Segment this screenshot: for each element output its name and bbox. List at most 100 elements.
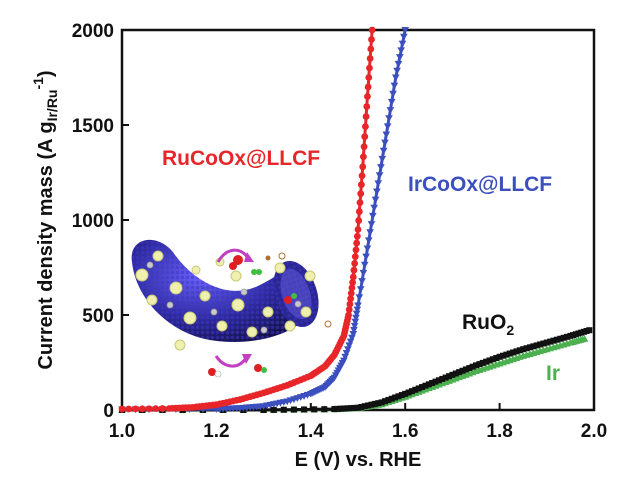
data-point-ircoox-llcf — [375, 172, 384, 180]
data-point-rucoox-llcf — [364, 93, 371, 100]
data-point-ruo — [351, 404, 358, 411]
data-point-ruo — [311, 406, 318, 413]
data-point-ircoox-llcf — [366, 229, 374, 237]
data-point-ruo — [526, 344, 533, 351]
data-point-ruo — [334, 405, 341, 412]
data-point-ruo — [530, 343, 537, 350]
data-point-ircoox-llcf — [352, 310, 361, 318]
data-point-ruo — [290, 406, 297, 413]
nanofiber-illustration-icon — [131, 239, 332, 378]
data-point-ruo — [398, 392, 405, 399]
data-point-rucoox-llcf — [355, 208, 363, 215]
data-point-ruo — [449, 371, 456, 378]
data-point-rucoox-llcf — [350, 266, 358, 274]
data-point-ruo — [348, 405, 355, 412]
data-point-ruo — [280, 406, 287, 413]
series-label-ruo2: RuO2 — [462, 311, 514, 338]
data-point-ircoox-llcf — [385, 115, 393, 123]
data-point-ircoox-llcf — [389, 90, 397, 98]
data-point-ruo — [533, 342, 540, 349]
y-axis-ticks: 0 500 1000 1500 2000 — [72, 21, 129, 422]
data-point-rucoox-llcf — [368, 26, 376, 34]
data-point-ircoox-llcf — [359, 269, 368, 277]
data-point-ruo — [537, 341, 544, 348]
data-point-rucoox-llcf — [159, 405, 166, 412]
data-point-rucoox-llcf — [118, 405, 126, 413]
data-point-ruo — [523, 345, 530, 352]
data-point-ruo — [429, 379, 436, 386]
x-axis-title: E (V) vs. RHE — [295, 449, 422, 471]
data-point-ruo — [381, 398, 388, 405]
data-point-ircoox-llcf — [396, 54, 404, 61]
data-point-rucoox-llcf — [364, 83, 372, 91]
data-point-ircoox-llcf — [371, 196, 380, 204]
x-axis-ticks: 1.0 1.2 1.4 1.6 1.8 2.0 — [109, 403, 607, 442]
data-point-ruo — [506, 350, 513, 357]
data-point-rucoox-llcf — [365, 74, 373, 81]
data-point-ircoox-llcf — [390, 82, 399, 90]
data-point-ircoox-llcf — [355, 294, 364, 302]
series-label-ir: Ir — [546, 362, 560, 385]
data-point-ruo — [520, 346, 527, 353]
data-point-rucoox-llcf — [361, 133, 369, 141]
data-point-ruo — [466, 365, 473, 372]
data-point-ruo — [496, 353, 503, 360]
data-point-ruo — [270, 406, 277, 413]
data-point-ruo — [513, 348, 520, 355]
data-point-ruo — [476, 361, 483, 368]
data-point-ruo — [469, 363, 476, 370]
data-point-ruo — [378, 399, 385, 406]
data-point-ircoox-llcf — [374, 180, 383, 188]
data-point-ruo — [402, 390, 409, 397]
x-tick-label: 1.2 — [203, 421, 229, 442]
data-point-rucoox-llcf — [138, 405, 146, 413]
data-point-ruo — [516, 347, 523, 354]
data-point-ruo — [557, 335, 564, 342]
data-point-ruo — [371, 400, 378, 407]
data-point-ruo — [365, 402, 372, 409]
data-point-ircoox-llcf — [379, 147, 388, 155]
data-point-ruo — [456, 369, 463, 376]
data-point-rucoox-llcf — [132, 405, 139, 413]
data-point-ircoox-llcf — [381, 139, 389, 147]
x-tick-label: 1.4 — [298, 421, 325, 442]
data-point-ircoox-llcf — [367, 221, 376, 228]
data-point-ircoox-llcf — [386, 107, 395, 114]
data-point-ircoox-llcf — [370, 204, 378, 212]
series-layer — [118, 26, 593, 414]
data-point-ircoox-llcf — [387, 98, 396, 106]
data-point-ruo — [375, 400, 382, 407]
data-point-ircoox-llcf — [401, 27, 409, 34]
data-point-ircoox-llcf — [362, 253, 370, 261]
data-point-ruo — [547, 338, 554, 345]
data-point-rucoox-llcf — [348, 284, 356, 292]
data-point-ircoox-llcf — [393, 67, 401, 75]
data-point-rucoox-llcf — [363, 103, 371, 110]
data-point-ircoox-llcf — [352, 314, 360, 322]
data-point-rucoox-llcf — [366, 64, 373, 72]
data-point-ircoox-llcf — [354, 302, 362, 310]
data-point-ircoox-llcf — [369, 212, 377, 220]
data-point-rucoox-llcf — [351, 253, 359, 261]
y-axis-title: Current density mass (A gIr/Ru-1) — [30, 70, 60, 369]
data-point-ircoox-llcf — [377, 164, 385, 171]
data-point-rucoox-llcf — [362, 113, 370, 120]
data-point-ircoox-llcf — [356, 286, 365, 294]
x-tick-label: 1.8 — [486, 421, 512, 442]
data-point-rucoox-llcf — [345, 306, 353, 313]
x-tick-label: 1.0 — [109, 421, 135, 442]
data-point-ircoox-llcf — [364, 237, 373, 245]
series-label-rucoox: RuCoOx@LLCF — [162, 147, 320, 170]
data-point-rucoox-llcf — [347, 289, 355, 297]
data-point-ruo — [560, 334, 567, 341]
data-point-rucoox-llcf — [368, 36, 375, 43]
y-tick-label: 2000 — [72, 21, 114, 42]
data-point-ircoox-llcf — [398, 40, 407, 48]
data-point-ruo — [543, 339, 550, 346]
data-point-ruo — [338, 405, 345, 412]
series-line-ircoox-llcf — [122, 29, 407, 411]
data-point-ruo — [425, 381, 432, 388]
data-point-ircoox-llcf — [373, 188, 381, 196]
data-point-rucoox-llcf — [353, 232, 361, 240]
